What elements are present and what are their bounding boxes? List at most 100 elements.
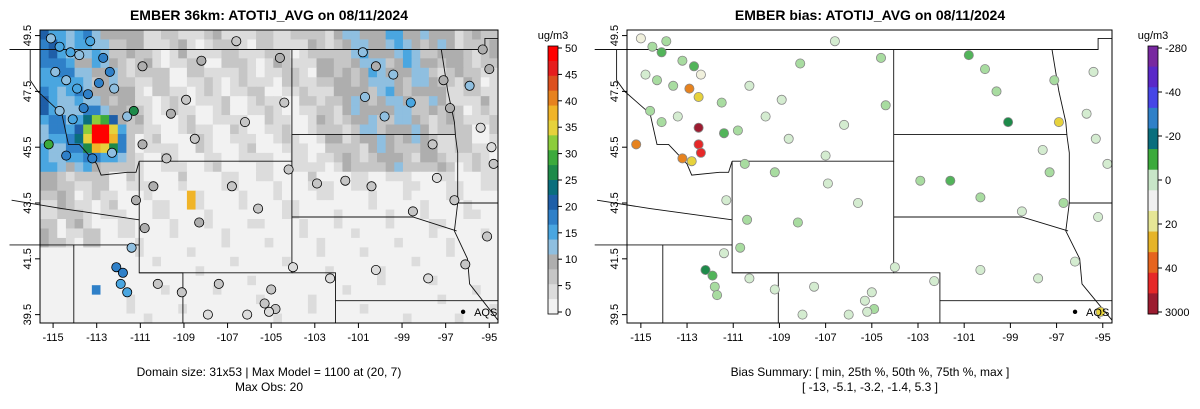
model-cell <box>195 275 205 286</box>
model-cell <box>91 304 101 314</box>
model-cell <box>57 115 67 125</box>
model-cell <box>247 152 257 163</box>
model-cell <box>169 275 179 286</box>
model-cell <box>359 152 369 163</box>
model-cell <box>135 304 145 314</box>
x-tick-label: -113 <box>86 332 107 344</box>
model-cell <box>186 190 196 201</box>
model-cell <box>152 39 162 50</box>
model-cell <box>256 96 266 107</box>
model-cell <box>57 96 67 107</box>
colorbar-tick-label: -20 <box>1165 131 1181 143</box>
model-cell <box>221 285 231 296</box>
model-cell <box>489 30 499 40</box>
model-cell <box>437 266 447 277</box>
model-cell <box>152 96 162 107</box>
model-cell <box>333 39 343 50</box>
model-cell <box>40 96 50 107</box>
model-cell <box>377 313 387 324</box>
model-cell <box>91 190 101 201</box>
model-cell <box>57 294 67 305</box>
model-cell <box>74 304 84 314</box>
model-cell <box>152 143 162 154</box>
observation-point <box>98 52 109 63</box>
model-cell <box>186 247 196 258</box>
observation-point <box>45 33 56 44</box>
model-cell <box>65 86 75 97</box>
model-cell <box>299 266 309 277</box>
model-cell <box>160 237 171 248</box>
x-axis-ticks: -115 -113 -111 -109 -107 -105 -103 -101 -99 -97 -9… <box>42 323 497 344</box>
bias-point <box>820 150 831 161</box>
model-cell <box>74 162 84 173</box>
model-cell <box>377 190 387 201</box>
model-cell <box>420 58 430 69</box>
model-cell <box>204 294 214 305</box>
model-cell <box>446 143 456 154</box>
model-cell <box>420 219 430 229</box>
model-cell <box>195 294 205 305</box>
colorbar-tick-label: -40 <box>1165 87 1181 99</box>
model-cell <box>402 200 412 210</box>
model-cell <box>454 58 464 69</box>
x-axis-ticks: -115 -113 -111 -109 -107 -105 -103 -101 -99 -97 -9… <box>630 323 1111 344</box>
model-cell <box>394 219 404 229</box>
model-cell <box>377 228 387 239</box>
model-cell <box>57 247 67 258</box>
model-cell <box>247 237 257 248</box>
model-cell <box>472 162 482 173</box>
model-cell <box>212 228 222 239</box>
y-tick-label: 47.5 <box>22 81 34 102</box>
model-cell <box>204 48 214 59</box>
observation-point <box>431 172 442 183</box>
model-cell <box>307 115 317 125</box>
model-cell <box>238 48 248 59</box>
model-cell <box>40 133 50 144</box>
model-cell <box>221 115 231 125</box>
model-cell <box>402 133 412 144</box>
bias-point <box>712 290 723 301</box>
model-cell <box>428 237 438 248</box>
model-cell <box>333 256 343 267</box>
model-cell <box>342 228 352 239</box>
model-cell <box>377 162 387 173</box>
model-cell <box>221 294 231 305</box>
model-cell <box>454 266 464 277</box>
model-cell <box>281 304 291 314</box>
model-cell <box>65 200 75 210</box>
model-cell <box>247 200 257 210</box>
bias-point <box>1081 108 1092 119</box>
model-cell <box>437 143 447 154</box>
model-cell <box>472 77 482 88</box>
model-cell <box>264 86 274 97</box>
model-cell <box>325 256 335 267</box>
model-cell <box>186 294 196 305</box>
model-cell <box>273 237 283 248</box>
model-cell <box>333 67 343 78</box>
model-cell <box>316 152 326 163</box>
model-cell <box>195 86 205 97</box>
model-cell <box>472 256 482 267</box>
model-cell <box>420 200 430 210</box>
model-cell <box>480 313 490 324</box>
model-cell <box>325 105 335 116</box>
model-cell <box>342 285 352 296</box>
model-cell <box>480 162 490 173</box>
border-line <box>732 49 895 162</box>
model-cell <box>126 209 136 220</box>
model-cell <box>351 105 361 116</box>
model-cell <box>316 275 326 286</box>
model-cell <box>281 30 291 40</box>
model-cell <box>463 105 473 116</box>
model-cell <box>57 285 67 296</box>
model-cell <box>65 39 75 50</box>
model-cell <box>446 181 456 192</box>
model-cell <box>152 30 162 40</box>
model-cell <box>169 143 179 154</box>
model-cell <box>100 96 110 107</box>
bias-point <box>760 111 771 122</box>
colorbar-swatch <box>548 299 558 315</box>
model-cell <box>186 105 196 116</box>
model-cell <box>307 181 317 192</box>
model-cell <box>351 86 361 97</box>
